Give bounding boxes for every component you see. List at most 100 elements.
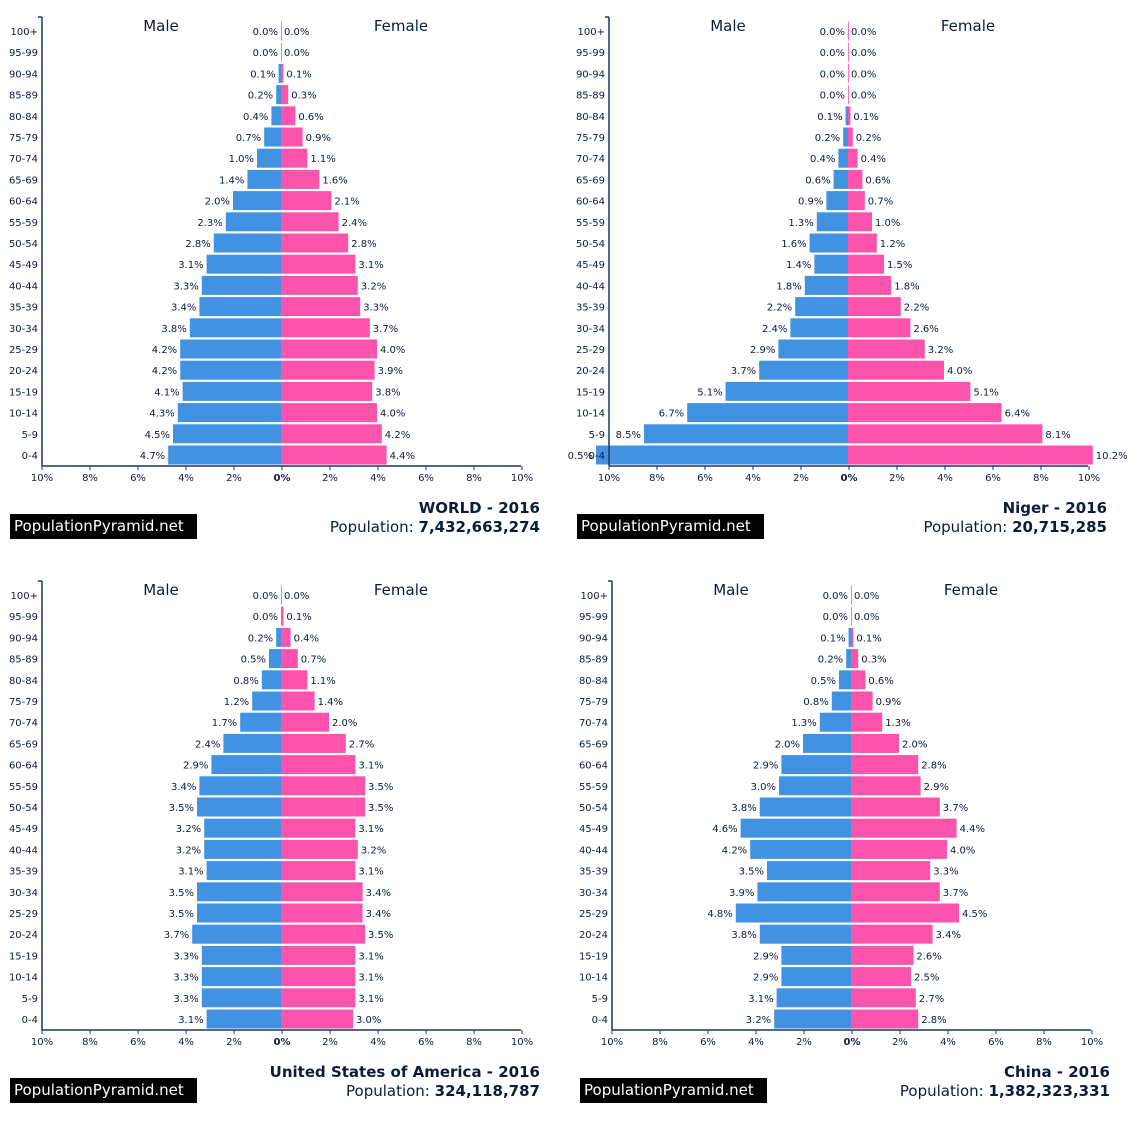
- x-tick-label: 8%: [1033, 473, 1049, 484]
- male-bar: [233, 191, 281, 211]
- female-bar: [848, 212, 872, 232]
- male-value-label: 4.1%: [154, 387, 179, 398]
- female-value-label: 0.0%: [851, 48, 876, 59]
- x-tick-label: 10%: [31, 473, 53, 484]
- male-bar: [271, 106, 281, 126]
- female-bar: [281, 148, 308, 168]
- female-value-label: 3.1%: [358, 761, 383, 772]
- site-logo[interactable]: PopulationPyramid.net: [580, 1078, 767, 1103]
- population-label: Population:: [346, 1082, 430, 1100]
- male-bar: [269, 649, 281, 669]
- female-value-label: 2.7%: [919, 994, 944, 1005]
- x-tick-label: 8%: [82, 1037, 98, 1048]
- female-value-label: 2.8%: [351, 239, 376, 250]
- female-value-label: 0.4%: [861, 154, 886, 165]
- male-value-label: 2.4%: [195, 739, 220, 750]
- female-value-label: 3.5%: [368, 930, 393, 941]
- male-bar: [843, 127, 848, 147]
- male-bar: [816, 212, 848, 232]
- site-logo[interactable]: PopulationPyramid.net: [577, 514, 764, 539]
- female-value-label: 4.0%: [380, 409, 405, 420]
- chart-title: WORLD - 2016: [418, 499, 540, 517]
- female-header: Female: [944, 581, 998, 599]
- male-value-label: 0.0%: [253, 591, 278, 602]
- male-value-label: 10.5%: [567, 451, 593, 462]
- x-tick-label: 2%: [892, 1037, 908, 1048]
- male-bar: [790, 318, 848, 338]
- female-bar: [851, 797, 940, 817]
- female-value-label: 1.5%: [887, 260, 912, 271]
- female-value-label: 4.5%: [962, 909, 987, 920]
- age-label: 60-64: [9, 197, 38, 208]
- male-bar: [826, 191, 848, 211]
- female-bar: [851, 585, 852, 605]
- male-value-label: 3.1%: [748, 994, 773, 1005]
- male-value-label: 0.2%: [818, 655, 843, 666]
- age-label: 65-69: [576, 175, 605, 186]
- female-bar: [851, 627, 854, 647]
- female-value-label: 0.0%: [284, 48, 309, 59]
- female-bar: [281, 106, 296, 126]
- male-value-label: 1.3%: [788, 218, 813, 229]
- site-logo[interactable]: PopulationPyramid.net: [10, 514, 197, 539]
- x-tick-label: 4%: [937, 473, 953, 484]
- female-bar: [851, 712, 883, 732]
- male-value-label: 3.5%: [169, 909, 194, 920]
- male-bar: [831, 691, 851, 711]
- female-value-label: 3.1%: [358, 951, 383, 962]
- female-value-label: 0.0%: [854, 612, 879, 623]
- age-label: 35-39: [579, 867, 608, 878]
- female-bar: [851, 649, 859, 669]
- male-bar: [180, 360, 281, 380]
- female-bar: [848, 381, 971, 401]
- male-value-label: 3.3%: [173, 994, 198, 1005]
- age-label: 0-4: [22, 451, 38, 462]
- pyramid-chart: 100+ 0.0% 0.0% 95-99 0.0% 0.0% 90-94 0.1% 0.1% 85…: [579, 580, 1103, 1048]
- female-bar: [851, 1009, 919, 1029]
- male-bar: [776, 988, 851, 1008]
- male-bar: [192, 924, 281, 944]
- male-value-label: 3.8%: [731, 930, 756, 941]
- age-label: 70-74: [9, 718, 38, 729]
- age-label: 100+: [581, 591, 608, 602]
- population-line: Population: 7,432,663,274: [330, 518, 540, 536]
- site-logo[interactable]: PopulationPyramid.net: [10, 1078, 197, 1103]
- age-label: 25-29: [579, 909, 608, 920]
- female-bar: [281, 1009, 353, 1029]
- age-label: 10-14: [579, 973, 608, 984]
- male-bar: [750, 839, 851, 859]
- male-value-label: 1.8%: [776, 281, 801, 292]
- pyramid-usa: 100+ 0.0% 0.0% 95-99 0.0% 0.1% 90-94 0.2% 0.4% 85…: [0, 564, 570, 1128]
- male-value-label: 0.2%: [815, 133, 840, 144]
- male-bar: [757, 882, 851, 902]
- female-value-label: 0.9%: [876, 697, 901, 708]
- age-label: 100+: [578, 27, 605, 38]
- x-tick-label: 10%: [511, 473, 533, 484]
- x-tick-label: 10%: [1078, 473, 1100, 484]
- age-label: 5-9: [589, 430, 605, 441]
- female-header: Female: [374, 17, 428, 35]
- female-value-label: 0.2%: [856, 133, 881, 144]
- female-value-label: 2.4%: [342, 218, 367, 229]
- male-bar: [211, 755, 281, 775]
- age-label: 45-49: [9, 824, 38, 835]
- population-label: Population:: [329, 518, 414, 536]
- male-value-label: 0.4%: [810, 154, 835, 165]
- female-value-label: 3.3%: [933, 867, 958, 878]
- age-label: 80-84: [9, 676, 38, 687]
- male-bar: [781, 755, 851, 775]
- age-label: 75-79: [9, 133, 38, 144]
- male-value-label: 3.4%: [171, 303, 196, 314]
- male-value-label: 0.1%: [820, 633, 845, 644]
- x-tick-label: 6%: [700, 1037, 716, 1048]
- x-tick-label: 10%: [601, 1037, 623, 1048]
- female-value-label: 3.5%: [368, 782, 393, 793]
- female-bar: [848, 191, 865, 211]
- male-bar: [276, 85, 281, 105]
- female-value-label: 0.0%: [851, 69, 876, 80]
- female-bar: [848, 254, 884, 274]
- female-bar: [848, 233, 877, 253]
- male-bar: [725, 381, 848, 401]
- female-bar: [281, 254, 356, 274]
- female-bar: [281, 191, 332, 211]
